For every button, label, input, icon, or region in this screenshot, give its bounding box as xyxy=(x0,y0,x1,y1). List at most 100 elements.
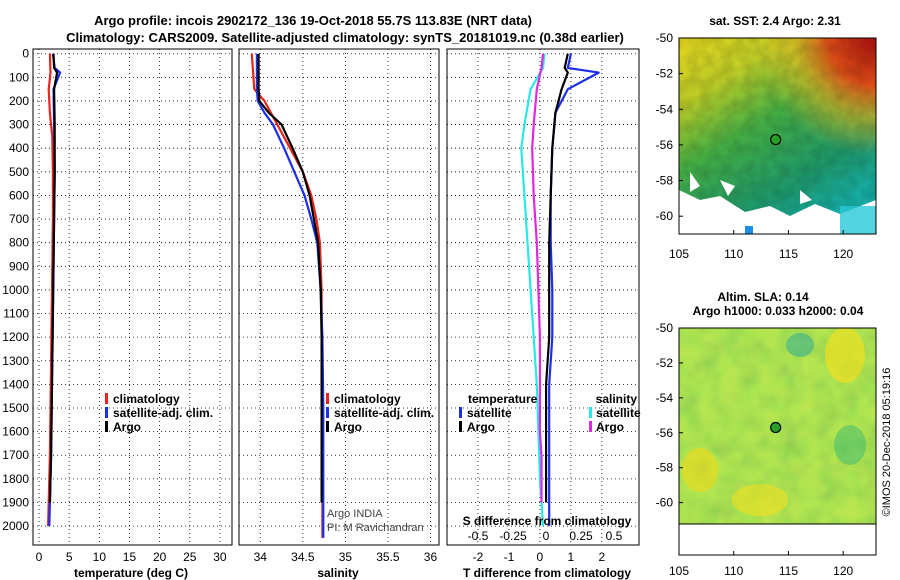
annotation-pi: PI: M Ravichandran xyxy=(327,522,424,534)
temperature-panel: 0 5 10 15 20 25 300100200300400500600700800900… xyxy=(2,47,233,580)
x-tick-label: 5 xyxy=(66,550,73,564)
difference-series xyxy=(520,53,600,527)
argo-location-marker xyxy=(770,421,782,434)
difference-legend: temperature satellite Argo salinity sate… xyxy=(459,392,641,434)
legend-swatch-sal-satellite xyxy=(589,407,592,418)
map-y-tick-label: -50 xyxy=(656,321,674,335)
y-tick-label: 1300 xyxy=(2,354,29,368)
annotation-argo-india: Argo INDIA xyxy=(327,508,383,520)
map-x-tick-label: 105 xyxy=(669,247,689,261)
map-x-tick-label: 115 xyxy=(779,247,798,261)
y-tick-label: 0 xyxy=(22,47,29,61)
x-tick-label: 35.5 xyxy=(376,550,400,564)
x-tick-label: 15 xyxy=(123,550,137,564)
map-y-tick-label: -50 xyxy=(656,31,674,45)
map-y-tick-label: -54 xyxy=(656,102,674,116)
map-y-tick-label: -58 xyxy=(656,174,674,188)
x-tick-label: 36 xyxy=(424,550,438,564)
sla-map-panel: Altim. SLA: 0.14 Argo h1000: 0.033 h2000… xyxy=(656,290,893,578)
temperature-series xyxy=(47,53,62,527)
legend-label-sal-satellite: satellite xyxy=(596,406,641,420)
y-tick-label: 1500 xyxy=(2,401,29,415)
legend-label-climatology: climatology xyxy=(334,392,401,406)
header-line2: Climatology: CARS2009. Satellite-adjuste… xyxy=(66,30,624,45)
legend-label-satellite-adj: satellite-adj. clim. xyxy=(113,406,213,420)
difference-ticks: -2 -1 0 1 2 xyxy=(473,550,606,564)
map-y-tick-label: -52 xyxy=(656,67,674,81)
salinity-axes-frame xyxy=(238,48,440,546)
map-x-tick-label: 105 xyxy=(669,564,689,578)
temperature-grid xyxy=(33,49,232,545)
y-tick-label: 400 xyxy=(9,141,29,155)
difference-panel: -2 -1 0 1 2 T difference from climatology S … xyxy=(446,48,641,580)
y-tick-label: 1900 xyxy=(2,495,29,509)
sst-map-panel: sat. SST: 2.4 Argo: 2.31 105 110 115 120 -50… xyxy=(656,14,877,261)
temperature-xlabel: temperature (deg C) xyxy=(74,566,188,580)
map-x-tick-label: 110 xyxy=(724,247,743,261)
series-line-salinity-satellite xyxy=(520,53,546,527)
x-tick-label: 25 xyxy=(183,550,197,564)
difference-xlabel2: S difference from climatology xyxy=(463,514,632,528)
temperature-axes-frame xyxy=(32,48,233,546)
argo-location-marker xyxy=(770,133,782,146)
sla-map-title1: Altim. SLA: 0.14 xyxy=(717,290,809,304)
map-x-tick-label: 120 xyxy=(833,247,853,261)
x-tick-label: 34.5 xyxy=(291,550,315,564)
legend-swatch-climatology xyxy=(105,393,108,404)
y-tick-label: 1100 xyxy=(3,307,29,321)
map-y-tick-label: -60 xyxy=(656,496,674,510)
map-x-tick-label: 110 xyxy=(724,564,743,578)
sst-map-ticks: 105 110 115 120 -50 -52 -54 -56 -58 -60 xyxy=(656,31,854,261)
y-tick-label: 1800 xyxy=(2,472,29,486)
series-line-argo xyxy=(257,53,323,503)
legend-swatch-temp-satellite xyxy=(459,407,462,418)
legend-label-satellite-adj: satellite-adj. clim. xyxy=(334,406,434,420)
legend-swatch-sal-argo xyxy=(589,421,592,432)
legend-label-temp-satellite: satellite xyxy=(467,406,512,420)
map-y-tick-label: -58 xyxy=(656,461,674,475)
legend-swatch-satellite-adj xyxy=(105,407,108,418)
temperature-ticks: 0 5 10 15 20 25 300100200300400500600700800900… xyxy=(2,47,227,564)
legend-label-argo: Argo xyxy=(334,420,362,434)
map-y-tick-label: -54 xyxy=(656,391,674,405)
header-line1: Argo profile: incois 2902172_136 19-Oct-… xyxy=(94,13,532,28)
legend-swatch-climatology xyxy=(326,393,329,404)
y-tick-label: 200 xyxy=(9,94,29,108)
y-tick-label: 2000 xyxy=(2,519,29,533)
sla-map-axes-frame xyxy=(678,327,877,556)
map-x-tick-label: 120 xyxy=(833,564,853,578)
map-y-tick-label: -56 xyxy=(656,426,674,440)
difference-grid xyxy=(447,49,639,545)
map-y-tick-label: -60 xyxy=(656,209,674,223)
series-line-satellite-adj-clim- xyxy=(255,53,325,538)
legend-label-climatology: climatology xyxy=(113,392,180,406)
y-tick-label: 1700 xyxy=(2,448,29,462)
x-tick-label: 1 xyxy=(568,550,575,564)
salinity-grid xyxy=(239,49,439,545)
map-y-tick-label: -56 xyxy=(656,138,674,152)
series-line-argo xyxy=(48,53,59,503)
s-tick-label: -0.5 xyxy=(468,529,489,543)
y-tick-label: 500 xyxy=(9,165,29,179)
legend-label-sal-argo: Argo xyxy=(596,420,624,434)
y-tick-label: 800 xyxy=(9,236,29,250)
legend-label-argo: Argo xyxy=(113,420,141,434)
legend-swatch-temp-argo xyxy=(459,421,462,432)
y-tick-label: 300 xyxy=(9,118,29,132)
x-tick-label: 20 xyxy=(153,550,167,564)
x-tick-label: -1 xyxy=(504,550,515,564)
sst-map-title: sat. SST: 2.4 Argo: 2.31 xyxy=(709,14,841,28)
legend-title-temperature: temperature xyxy=(468,392,538,406)
y-tick-label: 1400 xyxy=(2,377,29,391)
y-tick-label: 100 xyxy=(9,70,29,84)
series-line-climatology xyxy=(250,53,324,538)
sst-map-frame xyxy=(678,37,877,235)
legend-swatch-argo xyxy=(105,421,108,432)
legend-label-temp-argo: Argo xyxy=(467,420,495,434)
legend-swatch-satellite-adj xyxy=(326,407,329,418)
legend-title-salinity: salinity xyxy=(596,392,638,406)
s-tick-label: 0.5 xyxy=(606,529,623,543)
x-tick-label: 35 xyxy=(339,550,353,564)
y-tick-label: 1600 xyxy=(2,425,29,439)
sla-map-title2: Argo h1000: 0.033 h2000: 0.04 xyxy=(693,304,864,318)
